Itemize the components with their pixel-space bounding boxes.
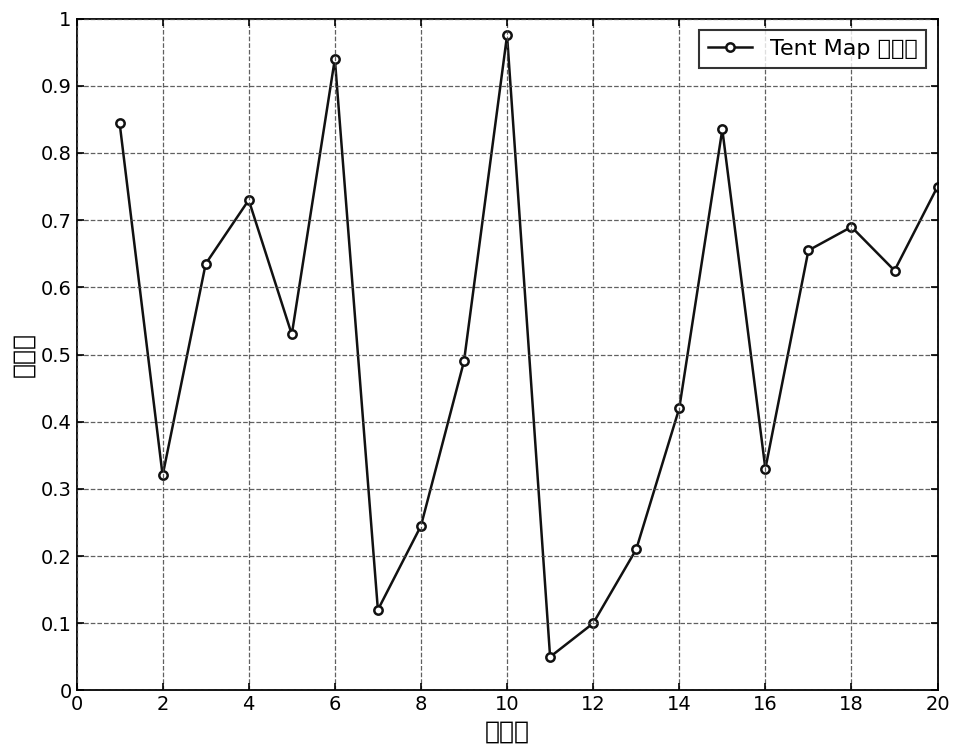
Tent Map 初始化 (372, 606, 383, 615)
Tent Map 初始化 (630, 545, 642, 554)
Tent Map 初始化 (889, 266, 900, 275)
Tent Map 初始化 (415, 522, 427, 531)
Tent Map 初始化 (717, 125, 728, 134)
Tent Map 初始化 (802, 246, 814, 255)
Tent Map 初始化 (243, 196, 255, 205)
Tent Map 初始化 (846, 223, 857, 232)
Tent Map 初始化 (286, 330, 298, 339)
Tent Map 初始化 (674, 404, 685, 413)
Tent Map 初始化 (759, 464, 771, 473)
Y-axis label: 随机数: 随机数 (12, 332, 36, 377)
Line: Tent Map 初始化: Tent Map 初始化 (115, 31, 942, 661)
Tent Map 初始化 (458, 356, 470, 365)
Tent Map 初始化 (587, 619, 599, 628)
Legend: Tent Map 初始化: Tent Map 初始化 (699, 29, 926, 67)
Tent Map 初始化 (329, 54, 340, 63)
Tent Map 初始化 (200, 259, 211, 268)
Tent Map 初始化 (502, 31, 513, 40)
Tent Map 初始化 (932, 182, 944, 191)
Tent Map 初始化 (544, 652, 555, 661)
X-axis label: 个体数: 个体数 (484, 720, 530, 744)
Tent Map 初始化 (157, 471, 168, 480)
Tent Map 初始化 (113, 119, 125, 128)
